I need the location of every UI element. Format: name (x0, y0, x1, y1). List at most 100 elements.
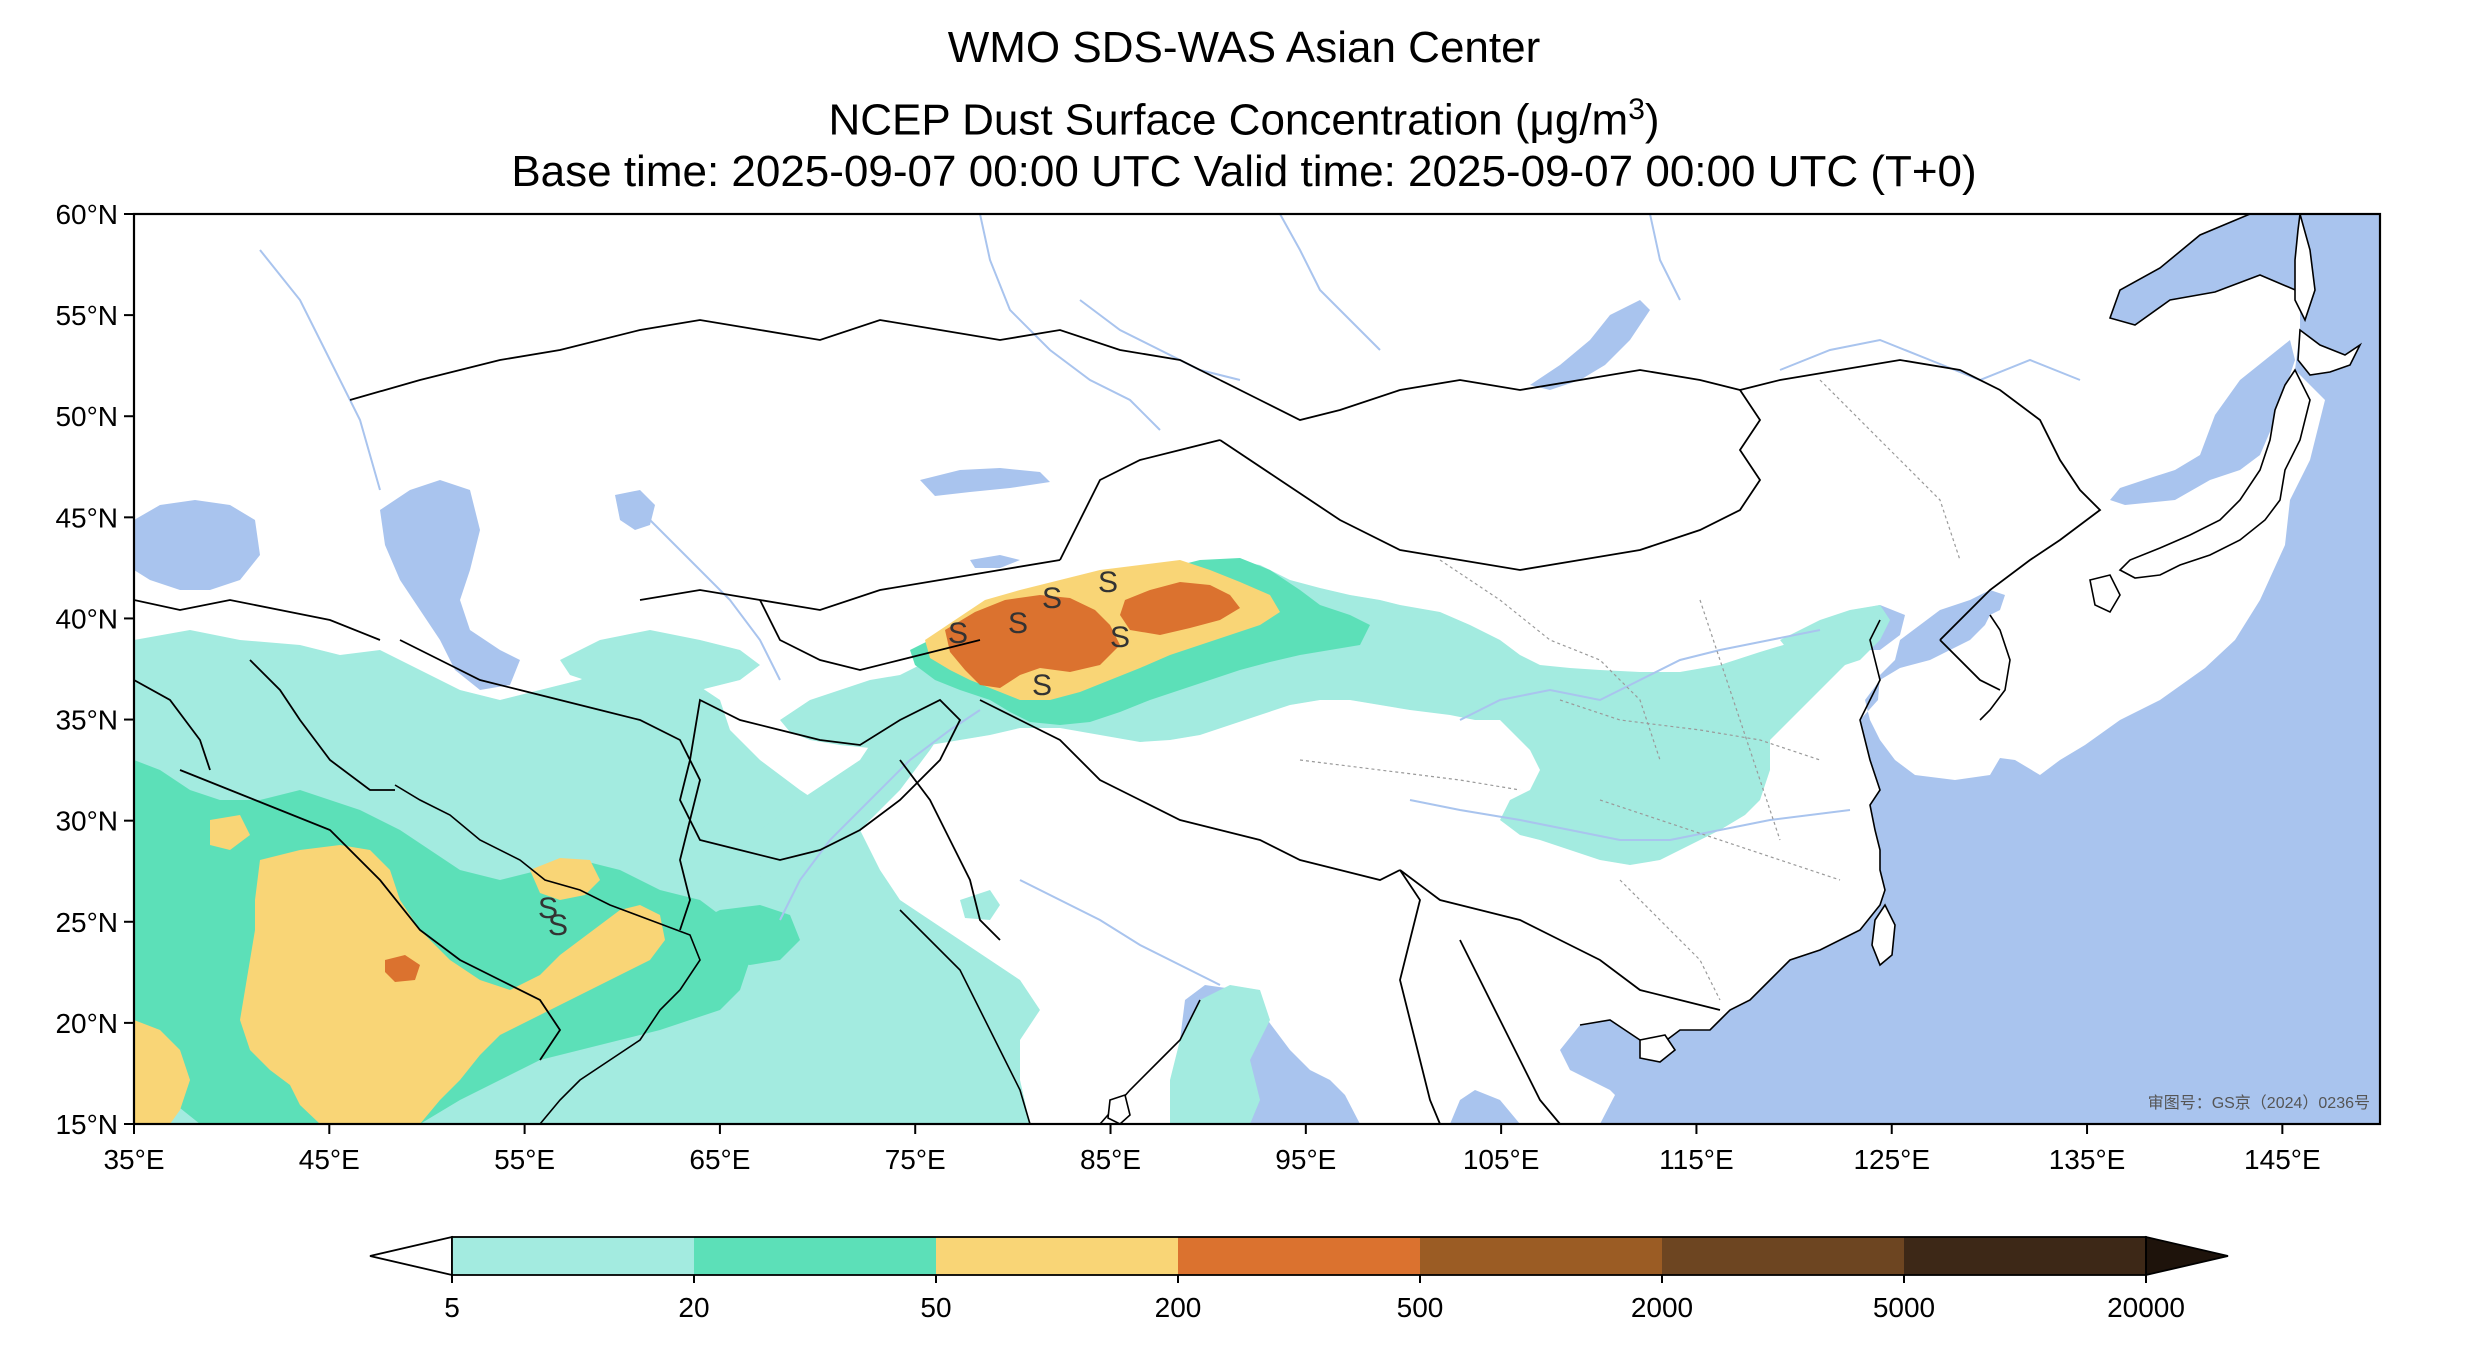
title-line-3: Base time: 2025-09-07 00:00 UTC Valid ti… (511, 147, 1977, 196)
dust-storm-markers: S S S S S S S S (538, 566, 1130, 942)
lat-tick-label: 40°N (55, 603, 118, 634)
colorbar-segment (694, 1237, 937, 1275)
latitude-axis: 60°N 55°N 50°N 45°N 40°N 35°N 30°N 25°N 20°N 15°N (55, 199, 134, 1140)
lat-tick-label: 20°N (55, 1008, 118, 1039)
colorbar-segment (936, 1237, 1179, 1275)
taiwan (1871, 903, 1896, 967)
river-volga (259, 249, 381, 491)
colorbar-under-triangle (369, 1235, 453, 1277)
map-approval-note: 审图号：GS京（2024）0236号 (2148, 1094, 2370, 1112)
lon-tick-label: 145°E (2244, 1144, 2321, 1175)
border-middle-east-west (134, 679, 211, 771)
lon-tick-label: 35°E (103, 1144, 164, 1175)
colorbar-outline (451, 1236, 2147, 1276)
longitude-axis: 35°E 45°E 55°E 65°E 75°E 85°E 95°E 105°E 115°E 12… (103, 1124, 2321, 1175)
contour-arabia-200 (385, 955, 420, 982)
storm-marker: S (948, 617, 968, 650)
lon-tick-label: 65°E (689, 1144, 750, 1175)
lon-tick-label: 125°E (1853, 1144, 1930, 1175)
border-afghanistan (679, 698, 962, 861)
border-iran (399, 639, 701, 931)
river-lena (1649, 214, 1681, 301)
colorbar-label: 5 (444, 1292, 460, 1323)
coast-arabia (394, 784, 701, 1124)
border-myanmar (1399, 869, 1441, 1124)
border-kazakhstan-china (1059, 439, 1221, 561)
japan-kyushu (2089, 574, 2121, 614)
border-indochina (1459, 939, 1561, 1124)
colorbar-labels: 5 20 50 200 500 2000 5000 20000 (444, 1275, 2185, 1323)
lon-tick-label: 105°E (1463, 1144, 1540, 1175)
province-line-7 (1619, 879, 1721, 1001)
river-yangtze (1409, 799, 1851, 841)
coast-india (899, 909, 1031, 1124)
japan-hokkaido (2297, 328, 2363, 376)
colorbar-label: 5000 (1873, 1292, 1935, 1323)
sri-lanka (1107, 1093, 1131, 1124)
lon-tick-label: 115°E (1659, 1144, 1734, 1175)
contour-kazakh-5 (560, 630, 760, 690)
contour-north-china-5 (1780, 605, 1890, 670)
colorbar-label: 500 (1397, 1292, 1444, 1323)
lat-tick-label: 45°N (55, 502, 118, 533)
province-line-1 (1439, 559, 1661, 761)
colorbar-segment (1420, 1237, 1663, 1275)
pacific-ocean (1560, 214, 2380, 1124)
province-line-3 (1599, 799, 1841, 881)
lat-tick-label: 35°N (55, 705, 118, 736)
river-yenisei (1279, 214, 1381, 351)
border-saudi (179, 769, 562, 1061)
contour-gulf-50 (530, 858, 600, 900)
storm-marker: S (1110, 621, 1130, 654)
province-line-5 (1819, 379, 1961, 561)
colorbar-segment (1178, 1237, 1421, 1275)
contour-arabia-50 (240, 845, 665, 1124)
border-iraq (249, 659, 395, 791)
border-central-asia-1 (639, 559, 1061, 611)
border-russia-mongolia (1219, 369, 1741, 421)
lat-tick-label: 15°N (55, 1109, 118, 1140)
lake-issyk-kul (970, 555, 1020, 568)
border-china-southeast (1399, 869, 1721, 1011)
title-line-2-suffix: ) (1644, 95, 1660, 145)
storm-marker: S (1098, 566, 1118, 599)
contour-tarim-east-200 (1120, 582, 1240, 635)
river-irtysh (1079, 299, 1241, 381)
border-central-asia-2 (759, 599, 981, 671)
colorbar-over-triangle (2145, 1235, 2229, 1277)
lat-tick-label: 50°N (55, 401, 118, 432)
colorbar-segment (1904, 1237, 2147, 1275)
province-line-2 (1559, 699, 1821, 761)
lon-tick-label: 85°E (1080, 1144, 1141, 1175)
river-yellow (1459, 629, 1821, 721)
river-amu-darya (649, 519, 781, 681)
colorbar-label: 200 (1155, 1292, 1202, 1323)
river-ob (979, 214, 1161, 431)
lon-tick-label: 135°E (2049, 1144, 2126, 1175)
colorbar-segment (452, 1237, 695, 1275)
lon-tick-label: 55°E (494, 1144, 555, 1175)
hainan (1639, 1034, 1677, 1063)
storm-marker: S (548, 909, 568, 942)
colorbar-label: 20000 (2107, 1292, 2185, 1323)
sakhalin (2294, 214, 2316, 323)
storm-marker: S (1032, 669, 1052, 702)
aral-sea (615, 490, 655, 530)
contour-small-blob-5 (960, 890, 1000, 920)
caspian-sea (380, 480, 520, 690)
province-borders (1299, 379, 1961, 1001)
colorbar-segments (452, 1237, 2147, 1275)
border-turkey-caucasus (134, 599, 381, 641)
river-indus (779, 709, 981, 921)
lon-tick-label: 45°E (299, 1144, 360, 1175)
storm-marker: S (1042, 582, 1062, 615)
black-sea (134, 500, 260, 590)
contour-tarim-200 (945, 595, 1120, 688)
storm-marker: S (538, 892, 558, 925)
province-line-4 (1699, 599, 1781, 841)
coast-korea (1979, 614, 2011, 721)
colorbar-label: 20 (678, 1292, 709, 1323)
lat-tick-label: 30°N (55, 806, 118, 837)
contour-arabia-small-50 (210, 815, 250, 850)
